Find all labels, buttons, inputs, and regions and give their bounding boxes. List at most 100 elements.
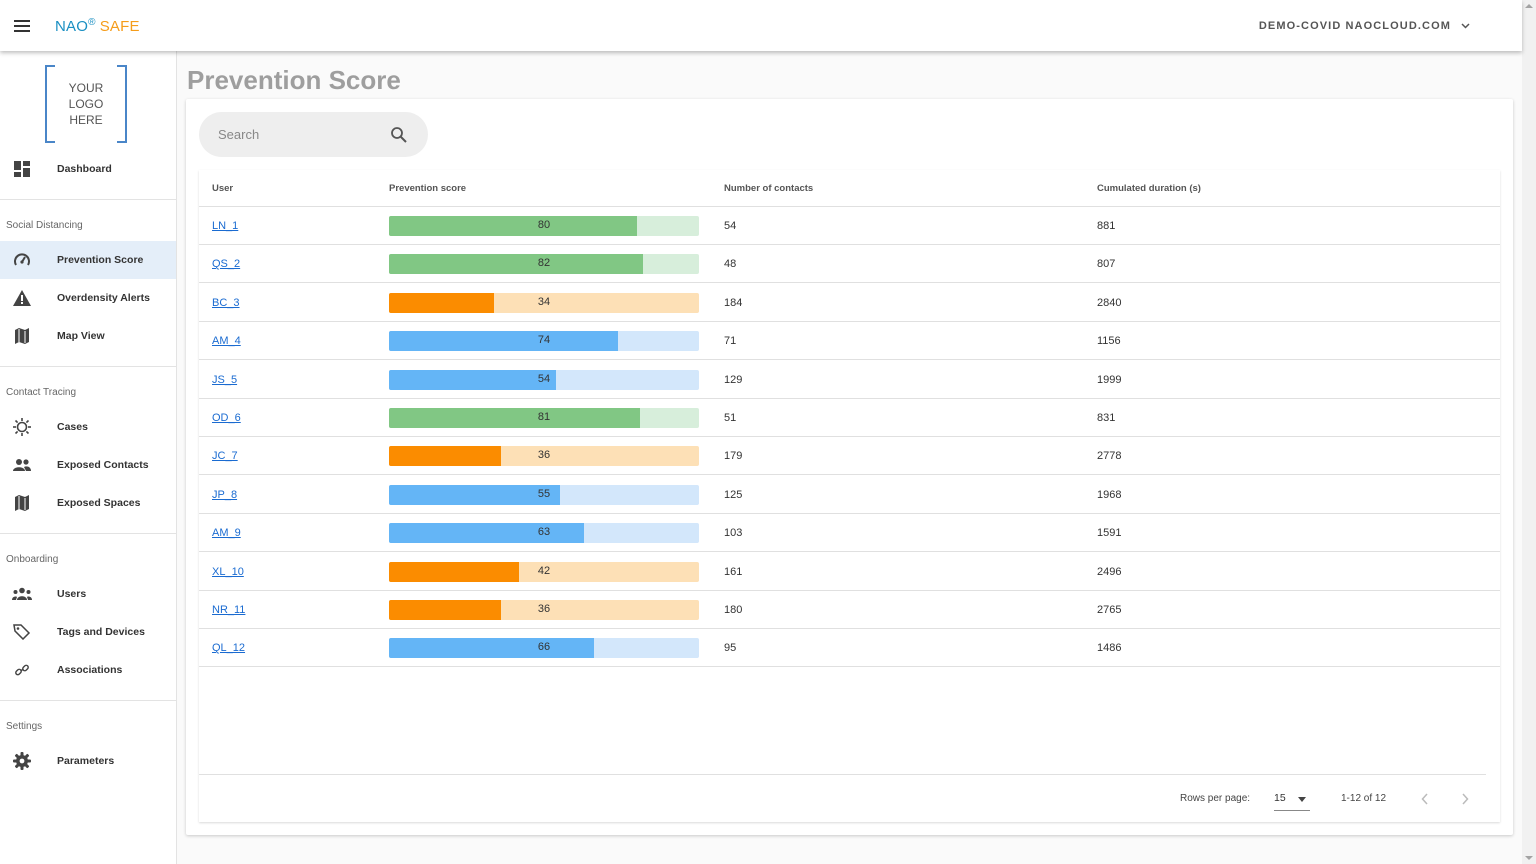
sidebar-item-exposed-contacts[interactable]: Exposed Contacts — [0, 446, 176, 484]
rows-per-page-select[interactable]: 15 — [1274, 787, 1310, 811]
table-row[interactable]: QS_2 82 48 807 — [199, 245, 1500, 284]
column-header-prevention-score[interactable]: Prevention score — [389, 183, 467, 194]
prevention-score-bar: 36 — [389, 446, 699, 467]
column-header-user[interactable]: User — [212, 183, 234, 194]
map-icon — [12, 493, 32, 513]
table-row[interactable]: QL_12 66 95 1486 — [199, 629, 1500, 668]
user-link[interactable]: OD_6 — [212, 412, 241, 424]
prevention-score-bar: 34 — [389, 292, 699, 313]
next-page-button[interactable] — [1453, 787, 1477, 811]
table-row[interactable]: BC_3 34 184 2840 — [199, 284, 1500, 322]
sidebar-item-dashboard[interactable]: Dashboard — [0, 150, 176, 188]
contacts-count: 95 — [724, 642, 737, 655]
user-link[interactable]: AM_9 — [212, 527, 241, 540]
cumulated-duration: 1968 — [1097, 488, 1122, 501]
table-row[interactable]: LN_1 80 54 881 — [199, 207, 1500, 245]
score-value: 55 — [537, 487, 551, 500]
table-row[interactable]: JP_8 55 125 1968 — [199, 476, 1500, 514]
prevention-score-bar: 74 — [389, 331, 699, 352]
sidebar-item-prevention-score[interactable]: Prevention Score — [0, 241, 176, 279]
sidebar-item-label: Associations — [57, 664, 123, 676]
chevron-down-icon — [1461, 22, 1470, 29]
contacts-count: 184 — [724, 296, 743, 309]
score-bar-fill — [389, 408, 641, 428]
search-icon[interactable] — [390, 126, 408, 144]
sidebar-item-cases[interactable]: Cases — [0, 408, 176, 446]
scroll-down-arrow-icon[interactable] — [1525, 856, 1533, 860]
sidebar-item-label: Overdensity Alerts — [57, 292, 150, 304]
link-icon — [12, 660, 32, 680]
table-row[interactable]: OD_6 81 51 831 — [199, 399, 1500, 437]
score-bar-fill — [389, 561, 520, 582]
user-link[interactable]: QS_2 — [212, 258, 241, 271]
score-bar-fill — [389, 600, 501, 620]
score-bar-fill — [389, 292, 495, 313]
map-icon — [12, 326, 32, 346]
user-link[interactable]: JS_5 — [212, 373, 238, 386]
content-card: User Prevention score Number of contacts… — [186, 99, 1513, 835]
page-scrollbar[interactable] — [1522, 0, 1536, 864]
cumulated-duration: 1156 — [1097, 335, 1121, 348]
table-row[interactable]: NR_11 36 180 2765 — [199, 591, 1500, 629]
cumulated-duration: 881 — [1097, 220, 1116, 232]
score-value: 63 — [537, 526, 551, 539]
sidebar-item-parameters[interactable]: Parameters — [0, 742, 176, 780]
previous-page-button[interactable] — [1413, 787, 1437, 811]
sidebar-item-users[interactable]: Users — [0, 575, 176, 613]
user-link[interactable]: LN_1 — [212, 220, 239, 232]
group-icon — [12, 584, 32, 604]
user-link[interactable]: QL_12 — [212, 642, 246, 655]
table-row[interactable]: JC_7 36 179 2778 — [199, 437, 1500, 476]
score-bar-fill — [389, 331, 619, 352]
sidebar-item-tags-and-devices[interactable]: Tags and Devices — [0, 613, 176, 651]
user-link[interactable]: JP_8 — [212, 488, 238, 501]
score-bar-fill — [389, 254, 644, 275]
scroll-up-arrow-icon[interactable] — [1525, 4, 1533, 8]
brand-logo[interactable]: NAO® SAFE — [55, 17, 140, 35]
contacts-count: 48 — [724, 258, 737, 271]
sidebar-item-overdensity-alerts[interactable]: Overdensity Alerts — [0, 279, 176, 317]
section-label-social-distancing: Social Distancing — [6, 220, 83, 231]
sidebar-item-label: Users — [57, 588, 87, 600]
sidebar-item-label: Prevention Score — [57, 254, 144, 266]
prevention-score-bar: 55 — [389, 484, 699, 505]
cumulated-duration: 2765 — [1097, 604, 1122, 616]
cumulated-duration: 1591 — [1097, 527, 1122, 540]
sidebar-item-map-view[interactable]: Map View — [0, 317, 176, 355]
logo-line-3: HERE — [69, 113, 103, 127]
prevention-score-bar: 82 — [389, 254, 699, 275]
user-link[interactable]: AM_4 — [212, 335, 241, 348]
column-header-cumulated-duration[interactable]: Cumulated duration (s) — [1097, 183, 1201, 194]
page-title: Prevention Score — [187, 65, 401, 95]
table-header: User Prevention score Number of contacts… — [199, 170, 1500, 207]
sidebar-item-label: Exposed Spaces — [57, 497, 141, 509]
virus-icon — [12, 417, 32, 437]
sidebar-divider — [0, 700, 176, 701]
score-bar-fill — [389, 446, 501, 467]
user-link[interactable]: BC_3 — [212, 296, 240, 309]
user-link[interactable]: JC_7 — [212, 450, 238, 463]
score-value: 80 — [537, 219, 551, 231]
prevention-score-table: User Prevention score Number of contacts… — [199, 170, 1500, 822]
user-link[interactable]: NR_11 — [212, 604, 246, 616]
table-row[interactable]: AM_4 74 71 1156 — [199, 322, 1500, 361]
table-row[interactable]: AM_9 63 103 1591 — [199, 514, 1500, 553]
sidebar-item-label: Exposed Contacts — [57, 459, 149, 471]
rows-per-page-label: Rows per page: — [1180, 793, 1251, 804]
sidebar-item-exposed-spaces[interactable]: Exposed Spaces — [0, 484, 176, 522]
prevention-score-bar: 80 — [389, 216, 699, 236]
user-link[interactable]: XL_10 — [212, 565, 244, 578]
contacts-count: 51 — [724, 412, 737, 424]
sidebar-item-associations[interactable]: Associations — [0, 651, 176, 689]
dashboard-icon — [12, 159, 32, 179]
tags-icon — [12, 622, 32, 642]
search-input[interactable] — [199, 112, 384, 157]
contacts-count: 161 — [724, 565, 743, 578]
account-menu[interactable]: DEMO-COVID NAOCLOUD.COM — [1259, 0, 1470, 51]
menu-button[interactable] — [0, 0, 44, 51]
column-header-number-of-contacts[interactable]: Number of contacts — [724, 183, 814, 194]
cumulated-duration: 1486 — [1097, 642, 1122, 655]
logo-line-2: LOGO — [68, 97, 104, 111]
table-row[interactable]: XL_10 42 161 2496 — [199, 553, 1500, 591]
table-row[interactable]: JS_5 54 129 1999 — [199, 361, 1500, 399]
